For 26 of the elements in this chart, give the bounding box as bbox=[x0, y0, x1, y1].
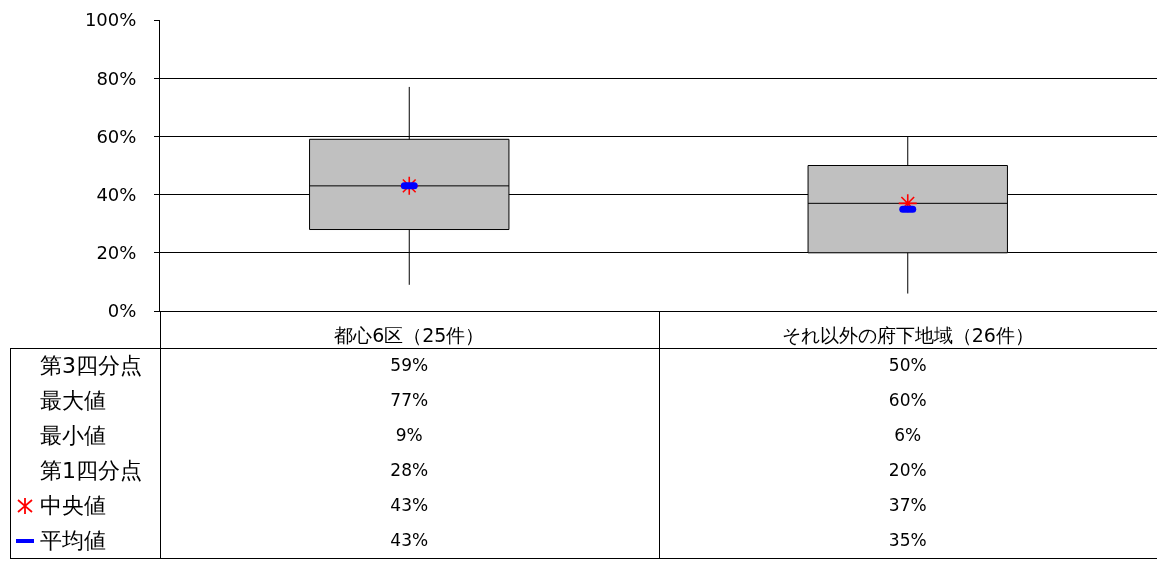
text: 77% bbox=[389, 389, 430, 412]
y-tick-label: 20% bbox=[96, 242, 137, 264]
text: 9% bbox=[394, 424, 424, 447]
text: 6% bbox=[893, 424, 923, 447]
text: 60% bbox=[887, 389, 928, 412]
data-label: 37% bbox=[887, 494, 928, 517]
data-label: 43% bbox=[389, 494, 430, 517]
x-tick-label: それ以外の府下地域（26件） bbox=[781, 323, 1034, 346]
legend-label: 中央値 bbox=[40, 492, 107, 520]
text: 28% bbox=[389, 459, 430, 482]
text: 59% bbox=[389, 354, 430, 377]
y-tick-label: 80% bbox=[96, 67, 137, 89]
text: 20% bbox=[887, 459, 928, 482]
data-label: 43% bbox=[389, 529, 430, 552]
x-tick-label: 都心6区（25件） bbox=[334, 323, 485, 346]
text: 第3四分点 bbox=[40, 352, 143, 380]
y-tick-label: 0% bbox=[107, 300, 137, 322]
text: 50% bbox=[887, 354, 928, 377]
y-tick-label: 40% bbox=[96, 183, 137, 205]
text: 第1四分点 bbox=[40, 457, 143, 485]
data-label: 35% bbox=[887, 529, 928, 552]
y-tick-label: 100% bbox=[84, 9, 137, 31]
text: 最大値 bbox=[40, 387, 107, 415]
text: 最小値 bbox=[40, 422, 107, 450]
legend-label: 平均値 bbox=[40, 527, 107, 555]
y-tick-label: 60% bbox=[96, 125, 137, 147]
